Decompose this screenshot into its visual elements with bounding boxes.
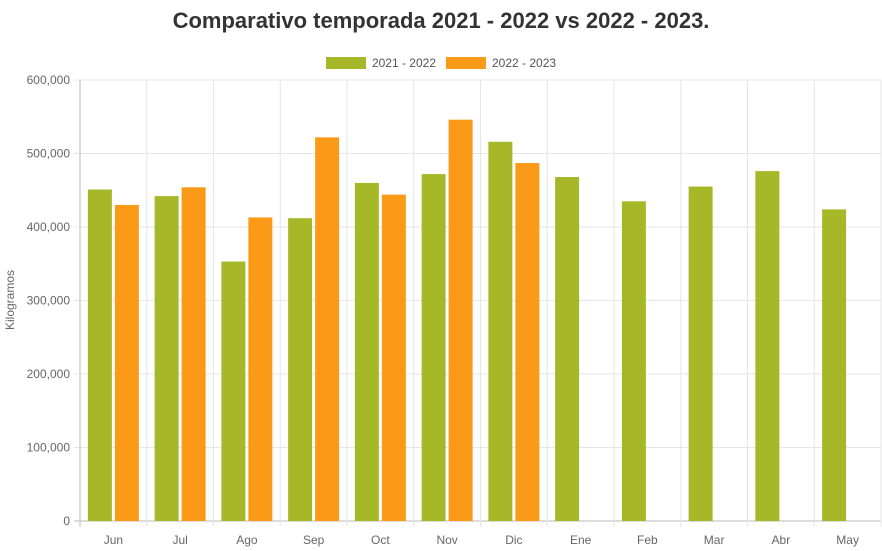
y-tick-label: 0 xyxy=(63,514,70,528)
x-tick-label: Abr xyxy=(772,533,791,547)
legend-label-series-2: 2022 - 2023 xyxy=(492,56,557,70)
bar-sep-series-2 xyxy=(315,137,340,521)
y-tick-label: 200,000 xyxy=(27,367,71,381)
bar-sep-series-1 xyxy=(288,218,313,521)
x-tick-label: Dic xyxy=(505,533,522,547)
x-tick-label: Jun xyxy=(104,533,123,547)
bar-may-series-1 xyxy=(822,209,847,522)
bar-ene-series-1 xyxy=(555,177,580,521)
grid-lines xyxy=(74,79,882,527)
bar-oct-series-1 xyxy=(354,182,379,521)
legend-item-series-2[interactable]: 2022 - 2023 xyxy=(446,56,556,70)
x-tick-label: May xyxy=(836,533,859,547)
x-tick-label: Oct xyxy=(371,533,390,547)
bar-mar-series-1 xyxy=(688,186,713,521)
bar-nov-series-1 xyxy=(421,174,446,521)
legend-swatch-series-2 xyxy=(446,57,486,69)
x-tick-label: Sep xyxy=(303,533,325,547)
x-tick-label: Nov xyxy=(436,533,457,547)
bar-jun-series-2 xyxy=(114,204,139,521)
x-tick-label: Mar xyxy=(704,533,725,547)
bars xyxy=(87,119,847,522)
y-tick-label: 100,000 xyxy=(27,441,71,455)
legend: 2021 - 2022 2022 - 2023 xyxy=(0,56,882,70)
bar-jun-series-1 xyxy=(87,189,112,521)
y-tick-label: 600,000 xyxy=(27,73,71,87)
x-tick-label: Feb xyxy=(637,533,658,547)
bar-abr-series-1 xyxy=(755,171,780,521)
y-tick-label: 300,000 xyxy=(27,294,71,308)
y-tick-label: 400,000 xyxy=(27,220,71,234)
legend-swatch-series-1 xyxy=(325,57,366,69)
x-tick-label: Jul xyxy=(172,533,187,547)
bar-feb-series-1 xyxy=(621,201,646,521)
bar-ago-series-1 xyxy=(221,261,246,521)
legend-label-series-1: 2021 - 2022 xyxy=(371,56,436,70)
y-tick-label: 500,000 xyxy=(27,147,71,161)
bar-dic-series-1 xyxy=(488,141,513,522)
x-tick-label: Ago xyxy=(236,533,258,547)
legend-item-series-1[interactable]: 2021 - 2022 xyxy=(325,56,436,70)
bar-oct-series-2 xyxy=(381,194,406,521)
bar-jul-series-1 xyxy=(154,196,179,521)
bar-nov-series-2 xyxy=(448,119,473,521)
bar-dic-series-2 xyxy=(515,163,540,521)
bar-ago-series-2 xyxy=(248,217,273,521)
chart-title: Comparativo temporada 2021 - 2022 vs 202… xyxy=(172,8,710,33)
x-tick-label: Ene xyxy=(570,533,592,547)
axes: 0 100,000 200,000 300,000 400,000 500,000 600,… xyxy=(27,73,859,547)
y-axis-title: Kilogramos xyxy=(3,270,17,330)
bar-jul-series-2 xyxy=(181,187,206,521)
